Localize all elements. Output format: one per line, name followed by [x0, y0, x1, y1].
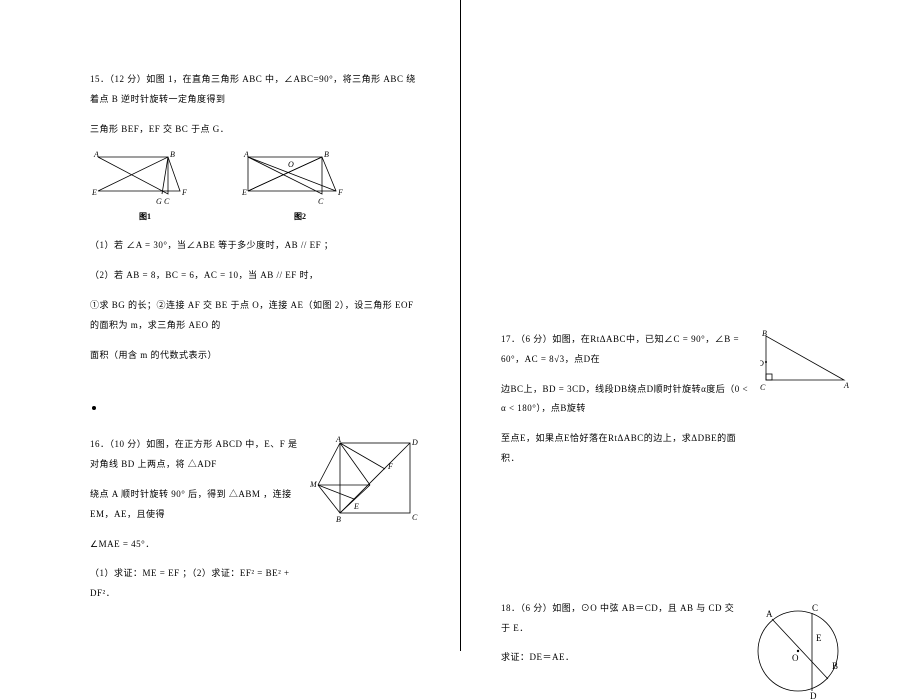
q16-prove: （1）求证：ME = EF ；（2）求证：EF² = BE² + DF²．: [90, 564, 298, 604]
svg-text:O: O: [792, 653, 799, 663]
q15-line2: 三角形 BEF，EF 交 BC 于点 G．: [90, 120, 420, 140]
q15-fig2-label: 图2: [240, 211, 360, 222]
q18-fig: A C B D E O: [750, 599, 850, 699]
svg-text:M: M: [310, 480, 318, 489]
q15-part1: （1）若 ∠A = 30°，当∠ABE 等于多少度时，AB // EF ；: [90, 236, 420, 256]
q17-fig: B C A D: [760, 330, 850, 400]
q15-part2c: 面积（用含 m 的代数式表示）: [90, 346, 420, 366]
q17-line2: 边BC上，BD = 3CD，线段DB绕点D顺时针旋转α度后（0 < α < 18…: [501, 380, 750, 420]
q17-line1: 17．（6 分）如图，在RtΔABC中，已知∠C = 90°，∠B = 60°，…: [501, 330, 750, 370]
footer-bullet: [92, 402, 96, 412]
column-divider: [460, 0, 461, 651]
q18-line2: 求证：DE＝AE．: [501, 648, 740, 668]
svg-text:F: F: [337, 188, 343, 197]
q15-part2: （2）若 AB = 8，BC = 6，AC = 10，当 AB // EF 时，: [90, 266, 420, 286]
svg-text:O: O: [288, 160, 294, 169]
svg-text:B: B: [170, 150, 175, 159]
q15-part2b: ①求 BG 的长；②连接 AF 交 BE 于点 O，连接 AE（如图 2），设三…: [90, 296, 420, 336]
q18-block: 18．（6 分）如图，⊙O 中弦 AB＝CD，且 AB 与 CD 交于 E． 求…: [501, 599, 850, 699]
svg-text:A: A: [843, 381, 849, 390]
q16-line2: 绕点 A 顺时针旋转 90° 后，得到 △ABM ，连接 EM，AE，且使得: [90, 485, 298, 525]
svg-text:F: F: [387, 462, 393, 471]
svg-text:D: D: [810, 691, 817, 699]
q17-line3: 至点E，如果点E恰好落在RtΔABC的边上，求ΔDBE的面积．: [501, 429, 750, 469]
svg-text:C: C: [164, 197, 170, 206]
svg-text:C: C: [812, 603, 818, 613]
svg-text:C: C: [318, 197, 324, 206]
svg-text:C: C: [760, 383, 766, 392]
q17-block: 17．（6 分）如图，在RtΔABC中，已知∠C = 90°，∠B = 60°，…: [501, 330, 850, 479]
svg-text:D: D: [760, 359, 764, 368]
q16-line3: ∠MAE = 45°．: [90, 535, 298, 555]
svg-text:E: E: [241, 188, 247, 197]
q18-line1: 18．（6 分）如图，⊙O 中弦 AB＝CD，且 AB 与 CD 交于 E．: [501, 599, 740, 639]
svg-text:A: A: [243, 150, 249, 159]
svg-text:B: B: [832, 661, 838, 671]
svg-text:A: A: [335, 435, 341, 444]
q15-figures: A B C E F G 图1: [90, 149, 420, 222]
q16-fig: A D B C M E F: [310, 435, 420, 614]
svg-text:A: A: [766, 609, 773, 619]
svg-text:E: E: [91, 188, 97, 197]
svg-text:E: E: [353, 502, 359, 511]
q15-fig1-label: 图1: [90, 211, 200, 222]
q15-fig2: A B C E F O 图2: [240, 149, 360, 222]
svg-text:D: D: [411, 438, 418, 447]
svg-text:B: B: [336, 515, 341, 524]
svg-text:C: C: [412, 513, 418, 522]
svg-text:B: B: [324, 150, 329, 159]
svg-text:G: G: [156, 197, 162, 206]
q16-line1: 16．（10 分）如图，在正方形 ABCD 中，E、F 是对角线 BD 上两点，…: [90, 435, 298, 475]
svg-text:A: A: [93, 150, 99, 159]
svg-text:B: B: [762, 330, 767, 338]
q15-fig1: A B C E F G 图1: [90, 149, 200, 222]
svg-text:F: F: [181, 188, 187, 197]
svg-text:E: E: [816, 633, 822, 643]
q15-line1: 15．（12 分）如图 1，在直角三角形 ABC 中，∠ABC=90°，将三角形…: [90, 70, 420, 110]
q16-block: 16．（10 分）如图，在正方形 ABCD 中，E、F 是对角线 BD 上两点，…: [90, 435, 420, 614]
